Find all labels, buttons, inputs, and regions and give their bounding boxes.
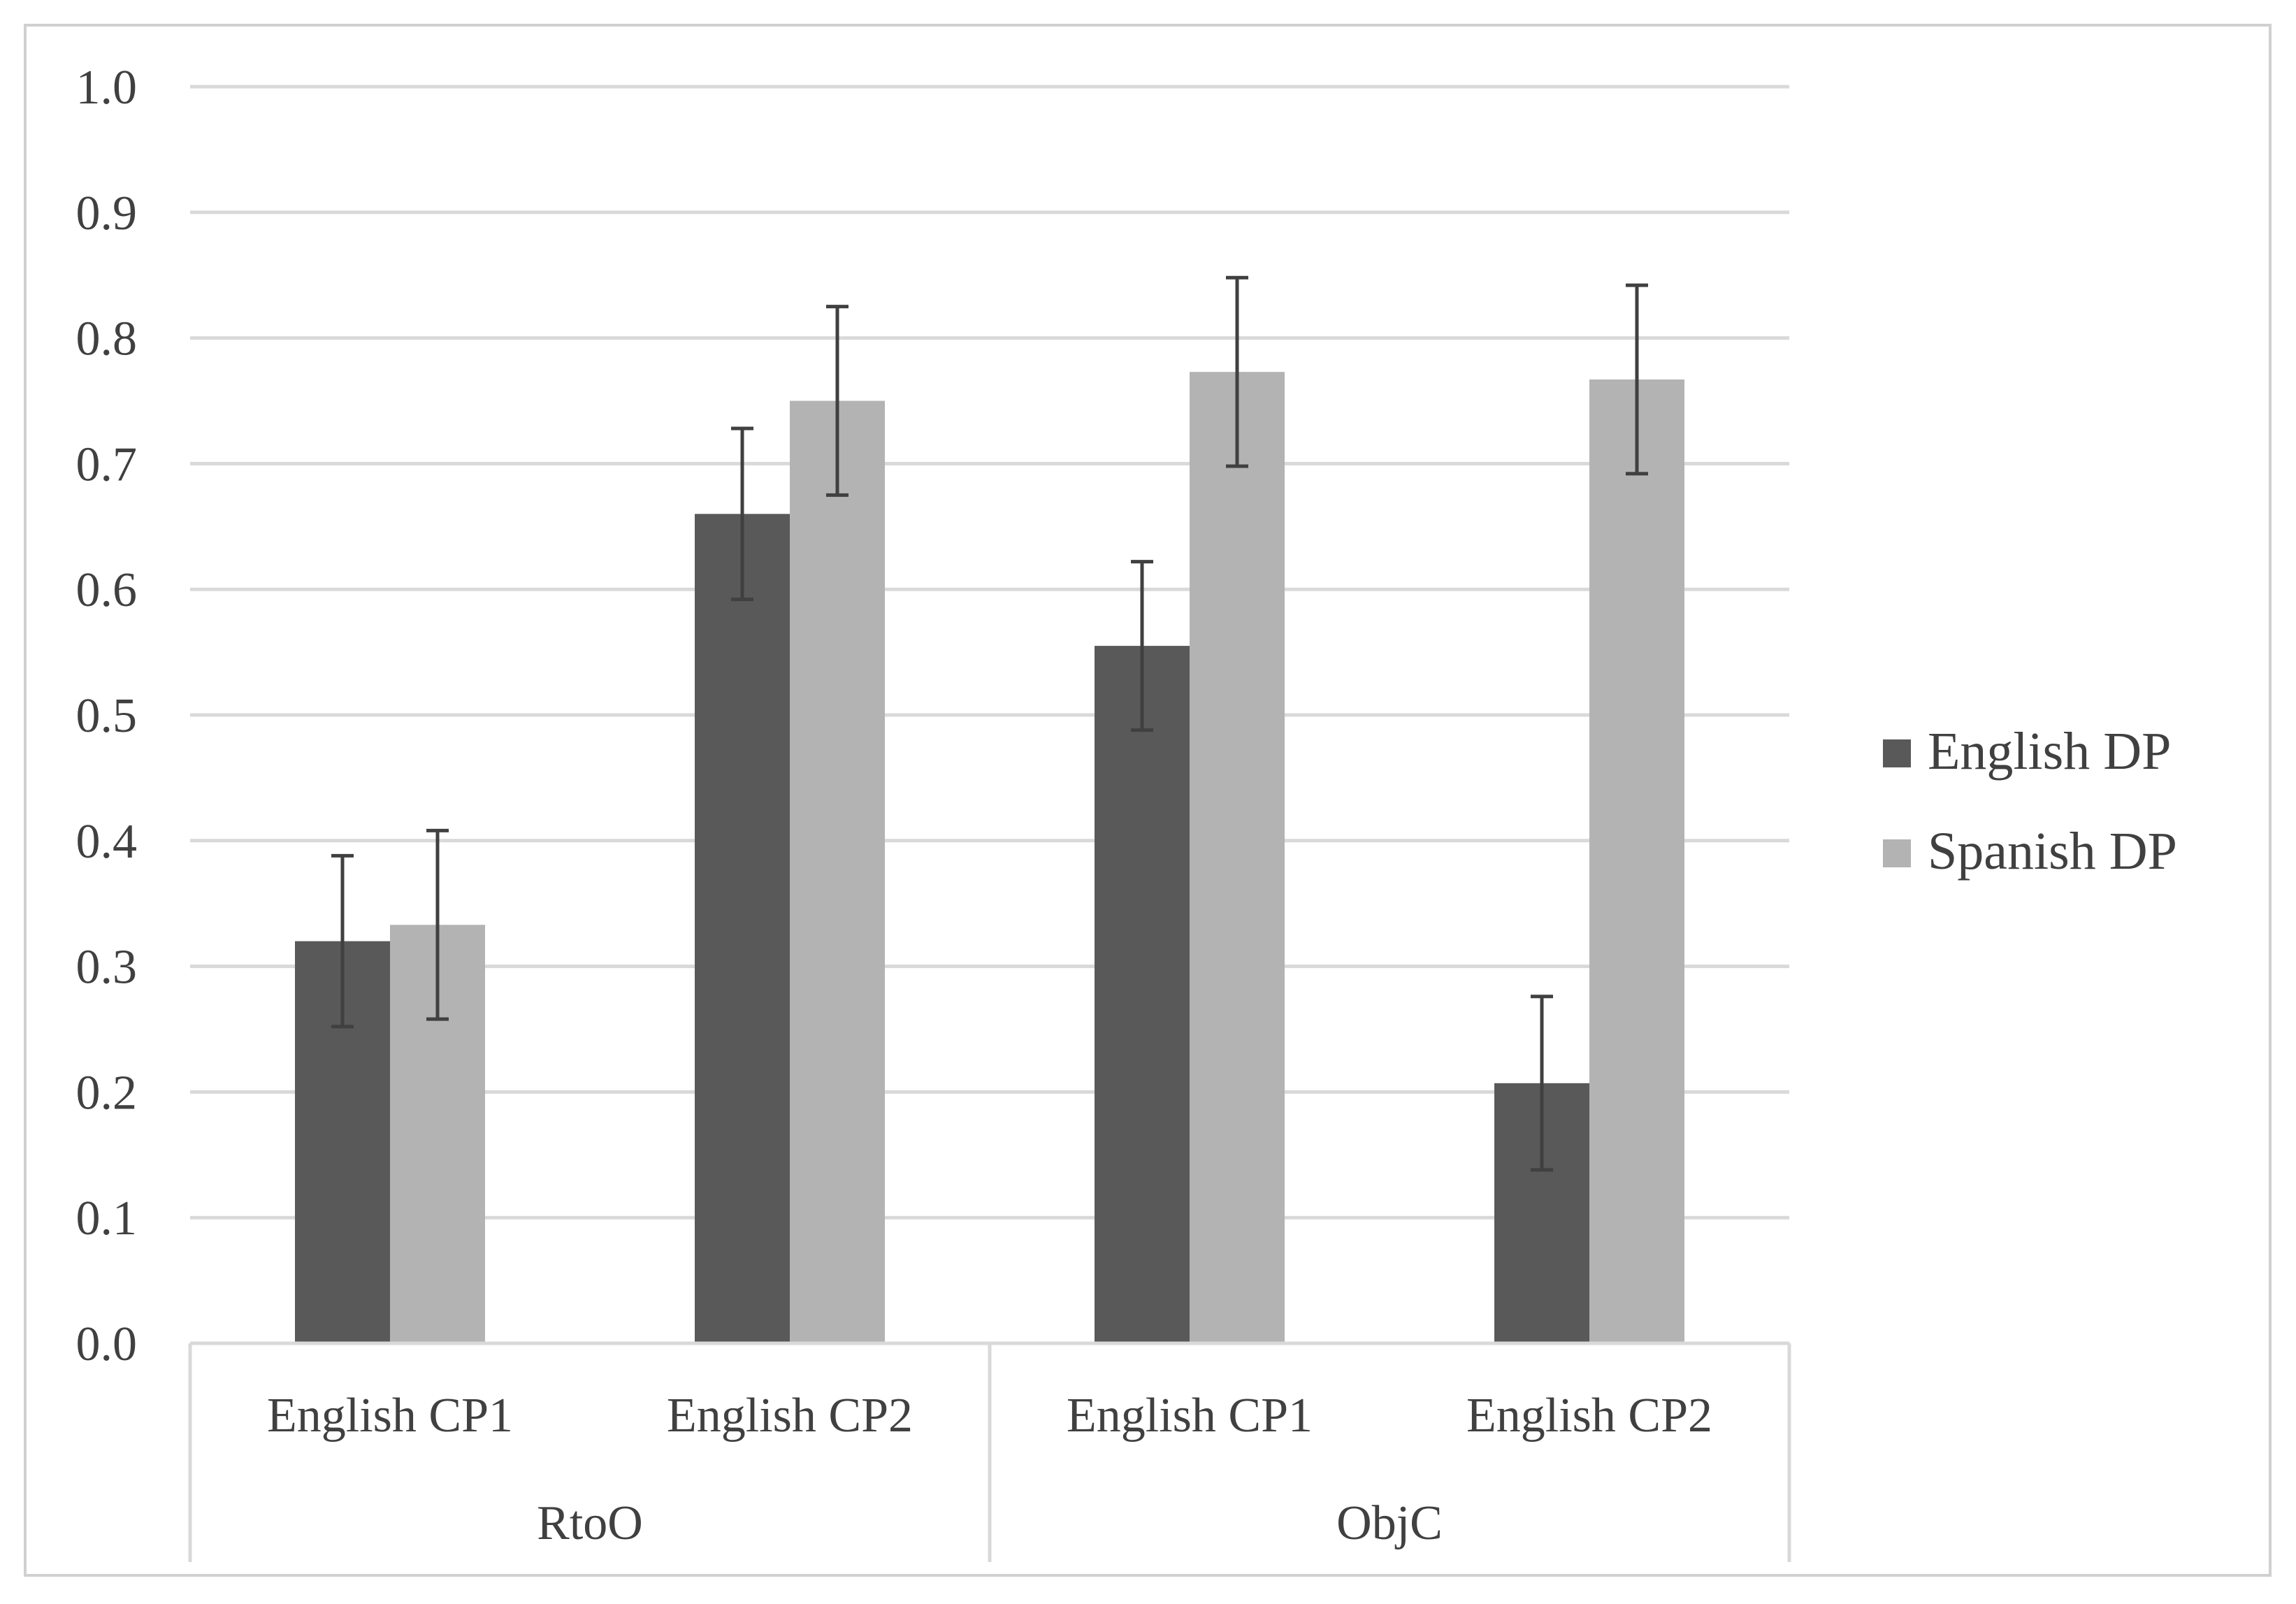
bar <box>790 400 885 1343</box>
bar <box>1589 379 1684 1343</box>
y-tick-label: 0.0 <box>76 1317 138 1371</box>
category-label: English CP2 <box>1466 1389 1712 1443</box>
y-axis: 0.0 0.1 0.2 0.3 0.4 0.5 0.6 0.7 0.8 0.9 1.0 <box>76 61 138 1371</box>
group-label: ObjC <box>1336 1496 1443 1550</box>
error-bars <box>331 275 1648 1172</box>
y-tick-label: 0.9 <box>76 187 138 240</box>
y-tick-label: 0.2 <box>76 1066 138 1120</box>
y-tick-label: 1.0 <box>76 61 138 115</box>
category-label: English CP1 <box>1067 1389 1313 1443</box>
group-label: RtoO <box>537 1496 643 1550</box>
y-tick-label: 0.7 <box>76 438 138 491</box>
y-tick-label: 0.5 <box>76 689 138 743</box>
bar <box>1190 372 1285 1343</box>
legend: English DP Spanish DP <box>1883 722 2177 881</box>
category-label: English CP1 <box>267 1389 513 1443</box>
y-tick-label: 0.6 <box>76 563 138 617</box>
bar <box>1095 646 1190 1343</box>
legend-swatch <box>1883 739 1911 767</box>
category-label: English CP2 <box>667 1389 913 1443</box>
bar <box>695 514 790 1343</box>
legend-label: English DP <box>1928 722 2171 781</box>
y-tick-label: 0.4 <box>76 815 138 869</box>
y-tick-label: 0.3 <box>76 941 138 995</box>
y-tick-label: 0.8 <box>76 312 138 366</box>
legend-label: Spanish DP <box>1928 822 2177 881</box>
legend-swatch <box>1883 839 1911 867</box>
y-tick-label: 0.1 <box>76 1192 138 1245</box>
x-axis: RtoO ObjC English CP1 English CP2 English CP… <box>188 1341 1791 1562</box>
bars <box>295 372 1684 1343</box>
